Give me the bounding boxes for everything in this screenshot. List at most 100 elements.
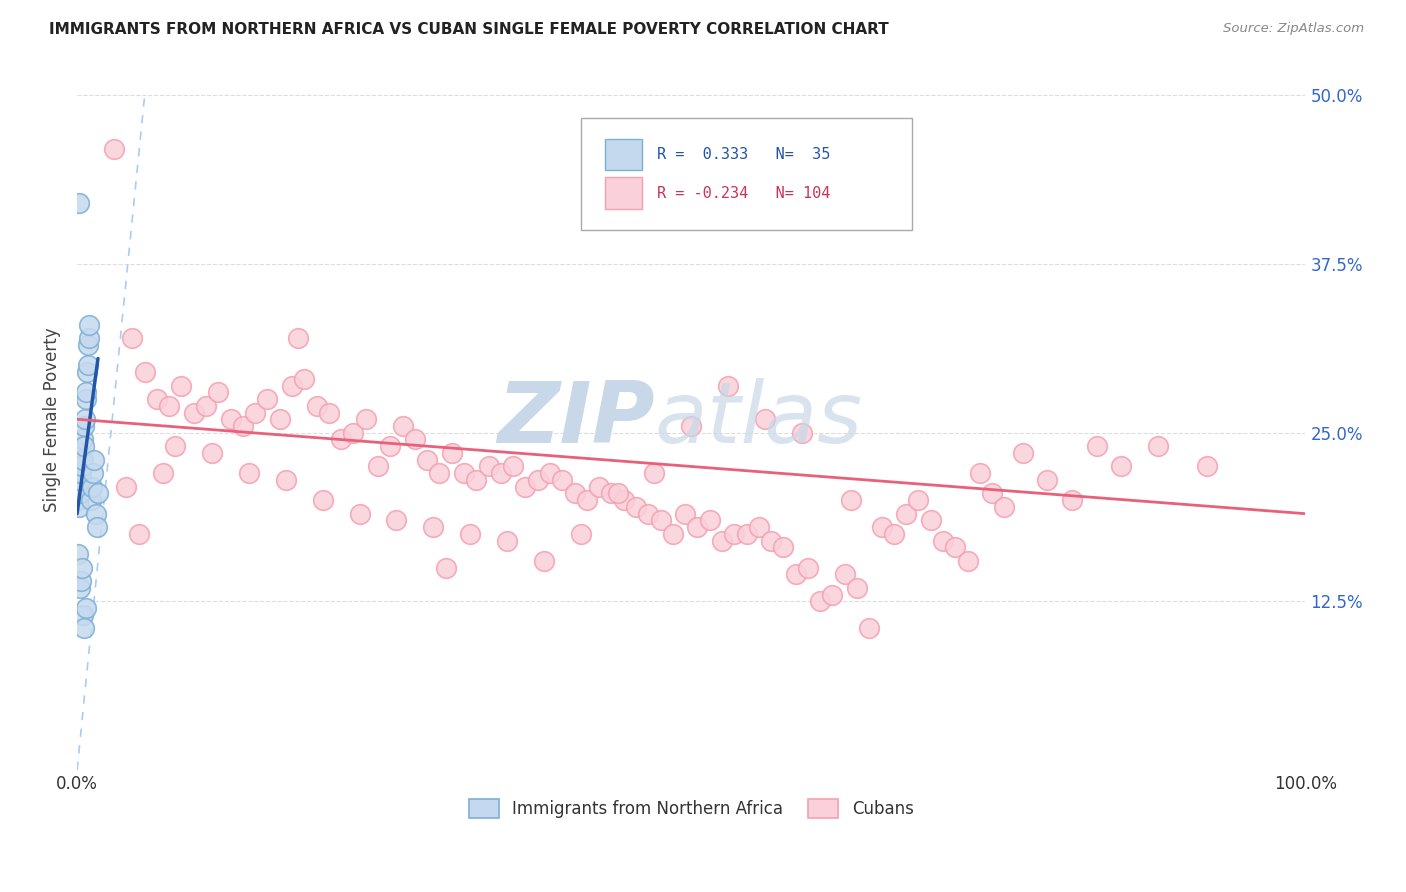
Point: [839, 493, 862, 508]
Text: Source: ZipAtlas.com: Source: ZipAtlas.com: [1223, 22, 1364, 36]
Point: [834, 567, 856, 582]
Point: [245, 405, 267, 419]
FancyBboxPatch shape: [605, 138, 643, 170]
Point: [748, 520, 770, 534]
Point: [86, 520, 108, 534]
Y-axis label: Single Female Poverty: Single Female Poverty: [44, 327, 60, 512]
Point: [312, 493, 335, 508]
Point: [637, 507, 659, 521]
Point: [600, 486, 623, 500]
Point: [73, 439, 96, 453]
Point: [496, 533, 519, 548]
Point: [73, 621, 96, 635]
Text: R =  0.333   N=  35: R = 0.333 N= 35: [657, 147, 830, 162]
Point: [115, 480, 138, 494]
Text: R = -0.234   N= 104: R = -0.234 N= 104: [657, 186, 830, 201]
Point: [305, 399, 328, 413]
Point: [201, 446, 224, 460]
Point: [613, 493, 636, 508]
Point: [170, 378, 193, 392]
Point: [551, 473, 574, 487]
Point: [318, 405, 340, 419]
Point: [883, 527, 905, 541]
Point: [84, 507, 107, 521]
Point: [650, 513, 672, 527]
Point: [416, 452, 439, 467]
Point: [354, 412, 377, 426]
Point: [1109, 459, 1132, 474]
Point: [943, 541, 966, 555]
Point: [73, 419, 96, 434]
Point: [1060, 493, 1083, 508]
Point: [157, 399, 180, 413]
Point: [69, 473, 91, 487]
Point: [238, 467, 260, 481]
Point: [72, 452, 94, 467]
Point: [846, 581, 869, 595]
Point: [349, 507, 371, 521]
Point: [440, 446, 463, 460]
Point: [274, 473, 297, 487]
Point: [858, 621, 880, 635]
Point: [969, 467, 991, 481]
Point: [434, 560, 457, 574]
Point: [183, 405, 205, 419]
FancyBboxPatch shape: [605, 178, 643, 209]
Point: [76, 359, 98, 373]
Point: [367, 459, 389, 474]
Point: [72, 433, 94, 447]
Point: [993, 500, 1015, 514]
Point: [256, 392, 278, 406]
Point: [790, 425, 813, 440]
Point: [1147, 439, 1170, 453]
Point: [429, 467, 451, 481]
Point: [70, 459, 93, 474]
Point: [956, 554, 979, 568]
Point: [624, 500, 647, 514]
Point: [526, 473, 548, 487]
Point: [330, 433, 353, 447]
Point: [292, 372, 315, 386]
Point: [70, 560, 93, 574]
Point: [67, 547, 90, 561]
Point: [575, 493, 598, 508]
Legend: Immigrants from Northern Africa, Cubans: Immigrants from Northern Africa, Cubans: [463, 792, 920, 825]
Point: [269, 412, 291, 426]
Point: [219, 412, 242, 426]
Point: [723, 527, 745, 541]
Point: [502, 459, 524, 474]
Point: [564, 486, 586, 500]
Point: [70, 446, 93, 460]
Point: [465, 473, 488, 487]
Point: [128, 527, 150, 541]
Point: [422, 520, 444, 534]
Point: [75, 392, 97, 406]
Point: [772, 541, 794, 555]
Point: [67, 196, 90, 211]
Point: [458, 527, 481, 541]
Point: [69, 486, 91, 500]
Point: [538, 467, 561, 481]
Point: [907, 493, 929, 508]
Point: [77, 331, 100, 345]
Point: [453, 467, 475, 481]
Point: [152, 467, 174, 481]
Point: [643, 467, 665, 481]
Point: [380, 439, 402, 453]
Point: [896, 507, 918, 521]
Point: [391, 419, 413, 434]
Point: [932, 533, 955, 548]
Point: [79, 318, 101, 332]
Point: [82, 467, 104, 481]
Point: [686, 520, 709, 534]
Point: [75, 412, 97, 426]
Point: [207, 385, 229, 400]
Point: [920, 513, 942, 527]
Point: [785, 567, 807, 582]
Point: [69, 581, 91, 595]
Point: [870, 520, 893, 534]
Point: [87, 486, 110, 500]
Point: [1085, 439, 1108, 453]
Point: [80, 480, 103, 494]
Point: [710, 533, 733, 548]
